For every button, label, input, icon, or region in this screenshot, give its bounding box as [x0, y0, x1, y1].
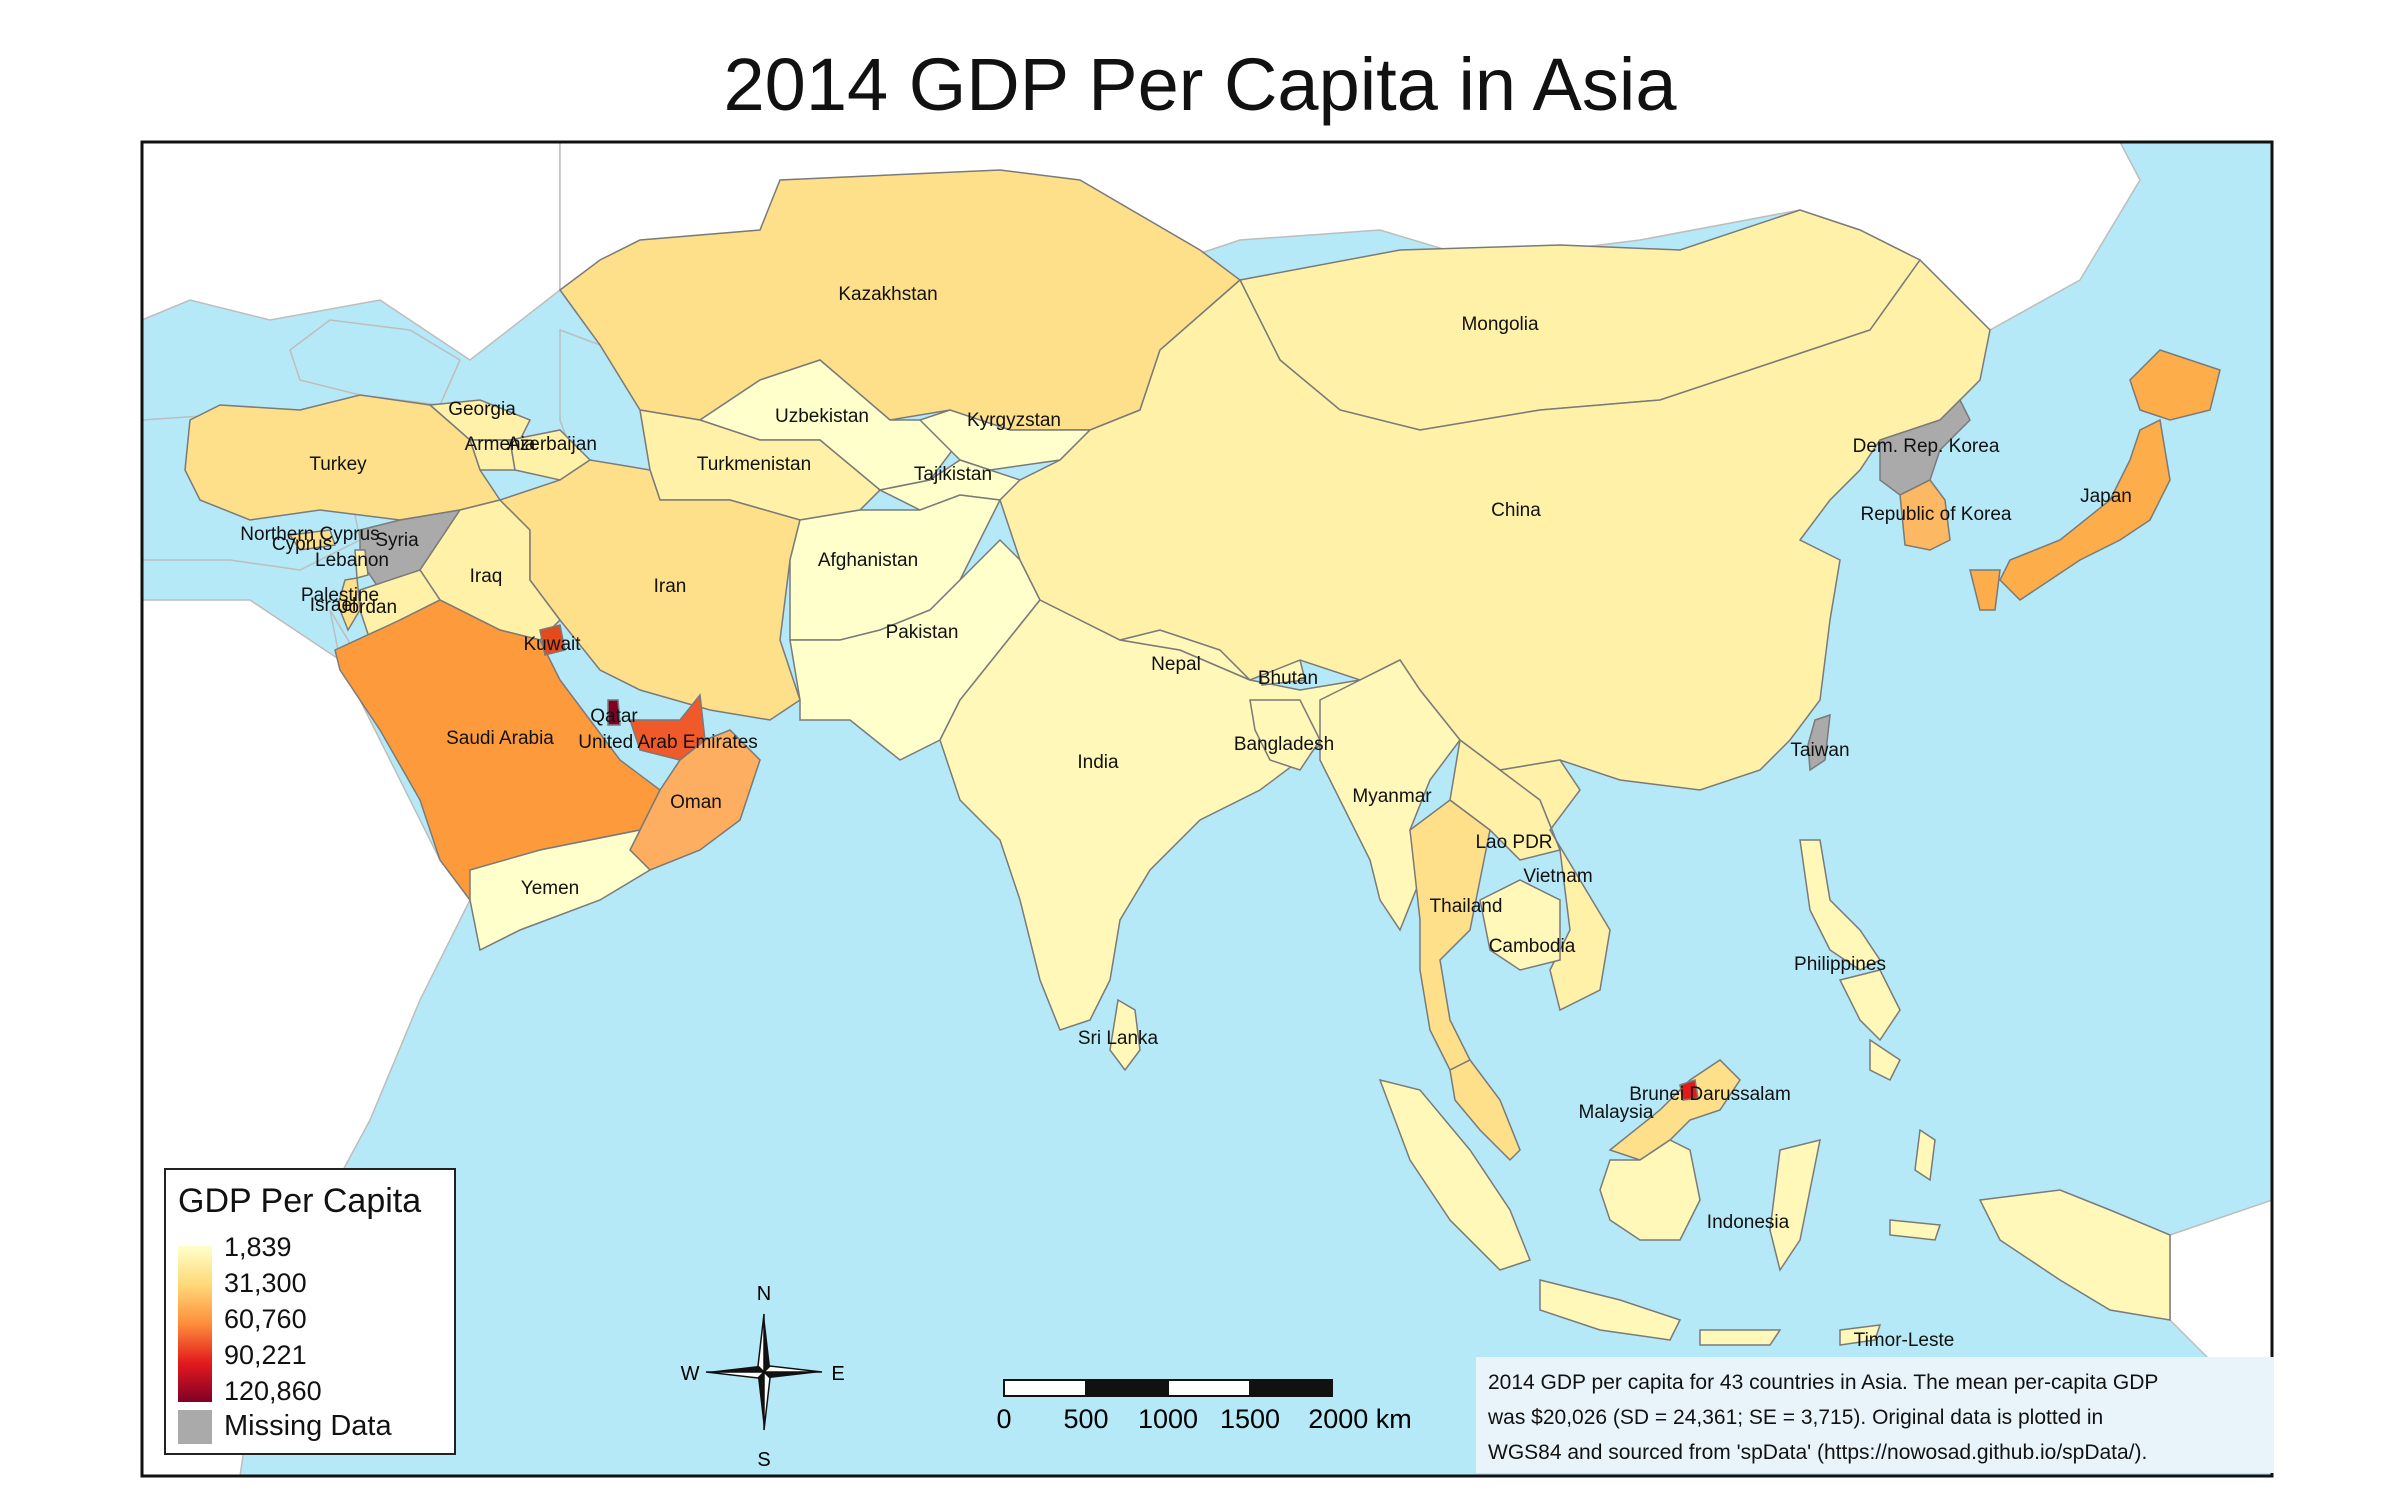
legend-missing-swatch: [178, 1410, 212, 1444]
country-qatar: [607, 699, 621, 726]
label-uzbekistan: Uzbekistan: [775, 406, 869, 427]
map-frame: [140, 140, 2274, 1478]
label-vietnam: Vietnam: [1523, 866, 1592, 887]
scale-label-2000: 2000 km: [1308, 1404, 1412, 1434]
scale-label-0: 0: [996, 1404, 1011, 1434]
label-northern-cyprus: Northern Cyprus: [240, 524, 379, 545]
label-iran: Iran: [654, 576, 687, 597]
scale-bar: 0 500 1000 1500 2000 km: [996, 1379, 1412, 1434]
label-bhutan: Bhutan: [1258, 668, 1318, 689]
compass-e: E: [831, 1363, 844, 1385]
label-pakistan: Pakistan: [886, 622, 959, 643]
label-kuwait: Kuwait: [523, 634, 581, 655]
scale-label-1500: 1500: [1220, 1404, 1280, 1434]
legend-value-5: 120,860: [224, 1376, 322, 1406]
scale-label-1000: 1000: [1138, 1404, 1198, 1434]
country-kuwait: [539, 624, 566, 656]
legend-color-scale: [178, 1246, 212, 1402]
label-qatar: Qatar: [590, 706, 638, 727]
label-dprk: Dem. Rep. Korea: [1853, 436, 2000, 457]
compass-w: W: [681, 1363, 700, 1385]
country-israel: [337, 577, 361, 632]
country-lebanon: [354, 549, 369, 579]
label-azerbaijan: Azerbaijan: [507, 434, 597, 455]
country-japan: [1969, 349, 2221, 611]
label-lao: Lao PDR: [1475, 832, 1552, 853]
label-jordan: Jordan: [339, 597, 397, 618]
legend-missing-label: Missing Data: [224, 1410, 392, 1442]
label-philippines: Philippines: [1794, 954, 1886, 975]
label-kyrgyzstan: Kyrgyzstan: [967, 410, 1061, 431]
country-taiwan: [1807, 713, 1831, 772]
scale-label-500: 500: [1063, 1404, 1108, 1434]
country-philippines: [1799, 839, 1901, 1082]
label-lebanon: Lebanon: [315, 550, 389, 571]
compass-n: N: [757, 1283, 771, 1305]
label-nepal: Nepal: [1151, 654, 1201, 675]
label-kazakhstan: Kazakhstan: [838, 284, 937, 305]
label-armenia: Armenia: [465, 434, 536, 455]
label-palestine: Palestine: [301, 585, 379, 606]
legend: GDP Per Capita 1,839 31,300 60,760 90,22…: [164, 1168, 456, 1455]
country-timor-leste: [1839, 1324, 1882, 1346]
label-tajikistan: Tajikistan: [914, 464, 992, 485]
legend-value-4: 90,221: [224, 1340, 307, 1370]
label-timor-leste: Timor-Leste: [1854, 1330, 1955, 1351]
legend-title: GDP Per Capita: [178, 1182, 422, 1220]
label-brunei: Brunei Darussalam: [1629, 1084, 1791, 1105]
label-bangladesh: Bangladesh: [1234, 734, 1334, 755]
caption-note: 2014 GDP per capita for 43 countries in …: [1476, 1357, 2274, 1473]
country-cyprus: [288, 529, 336, 551]
country-sri-lanka: [1109, 998, 1141, 1072]
label-turkmenistan: Turkmenistan: [697, 454, 811, 475]
country-cambodia: [1479, 879, 1561, 971]
label-turkey: Turkey: [309, 454, 367, 475]
country-brunei: [1679, 1079, 1699, 1101]
label-uae: United Arab Emirates: [578, 732, 758, 753]
label-china: China: [1491, 500, 1541, 521]
country-bangladesh: [1249, 699, 1321, 771]
label-thailand: Thailand: [1430, 896, 1503, 917]
label-georgia: Georgia: [448, 399, 516, 420]
black-sea: [289, 319, 461, 406]
legend-value-1: 1,839: [224, 1232, 292, 1262]
legend-value-3: 60,760: [224, 1304, 307, 1334]
label-yemen: Yemen: [521, 878, 579, 899]
label-cyprus: Cyprus: [272, 534, 332, 555]
country-china: [999, 258, 1991, 791]
label-japan: Japan: [2080, 486, 2132, 507]
label-iraq: Iraq: [470, 566, 503, 587]
country-indonesia: [1378, 1078, 2171, 1346]
compass-s: S: [757, 1449, 770, 1471]
map-title: 2014 GDP Per Capita in Asia: [723, 43, 1677, 126]
label-taiwan: Taiwan: [1790, 740, 1849, 761]
label-cambodia: Cambodia: [1489, 936, 1576, 957]
legend-value-2: 31,300: [224, 1268, 307, 1298]
label-saudi-arabia: Saudi Arabia: [446, 728, 554, 749]
label-myanmar: Myanmar: [1352, 786, 1432, 807]
country-iran: [498, 459, 801, 721]
country-yemen: [469, 828, 652, 952]
country-republic-of-korea: [1899, 479, 1951, 551]
label-mongolia: Mongolia: [1461, 314, 1539, 335]
compass-rose-icon: N S E W: [681, 1283, 845, 1471]
country-dprk: [1879, 398, 1971, 496]
label-indonesia: Indonesia: [1707, 1212, 1790, 1233]
label-oman: Oman: [670, 792, 722, 813]
country-vietnam: [1498, 759, 1611, 1012]
label-afghanistan: Afghanistan: [818, 550, 918, 571]
label-israel: Israel: [310, 595, 356, 616]
label-republic-of-korea: Republic of Korea: [1860, 504, 2011, 525]
label-sri-lanka: Sri Lanka: [1078, 1028, 1159, 1049]
label-malaysia: Malaysia: [1579, 1102, 1654, 1123]
label-syria: Syria: [375, 530, 419, 551]
label-india: India: [1077, 752, 1119, 773]
